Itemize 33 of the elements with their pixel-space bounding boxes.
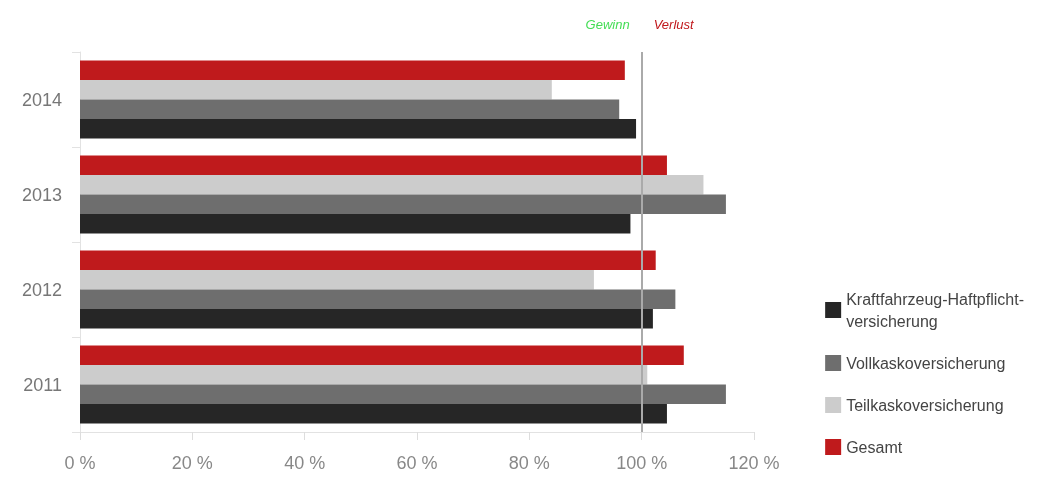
y-tick-label: 2011 [23,374,62,395]
bar [80,60,625,81]
bar [80,99,620,119]
x-tick-label: 60 % [396,453,438,473]
legend-label: Vollkaskoversicherung [846,354,1006,372]
x-tick-label: 20 % [171,453,213,473]
y-tick-label: 2014 [21,89,62,110]
legend-label: Kraftfahrzeug-Haftpflicht- versicherung [846,290,1025,330]
y-tick-label: 2012 [21,279,62,300]
bar [80,175,704,195]
bar [80,345,684,366]
bar [80,308,653,329]
bar [80,384,726,404]
text: Gewinn [585,17,630,32]
bar [80,155,667,176]
x-tick-label: 100 % [616,453,668,473]
bar [80,270,594,290]
bar [80,403,667,424]
bar [80,250,656,271]
y-tick-label: 2013 [21,184,62,205]
x-tick-label: 80 % [508,453,550,473]
x-tick-label: 120 % [728,453,780,473]
text: Verlust [653,17,696,32]
x-tick-label: 40 % [284,453,326,473]
bar [80,194,726,214]
legend-label: Gesamt [846,438,903,456]
bar [80,289,676,309]
legend-label: Teilkaskoversicherung [846,396,1004,414]
bar [80,80,552,100]
bar [80,118,637,139]
x-tick-label: 0 % [64,453,96,473]
bar [80,213,631,234]
bar [80,365,648,385]
